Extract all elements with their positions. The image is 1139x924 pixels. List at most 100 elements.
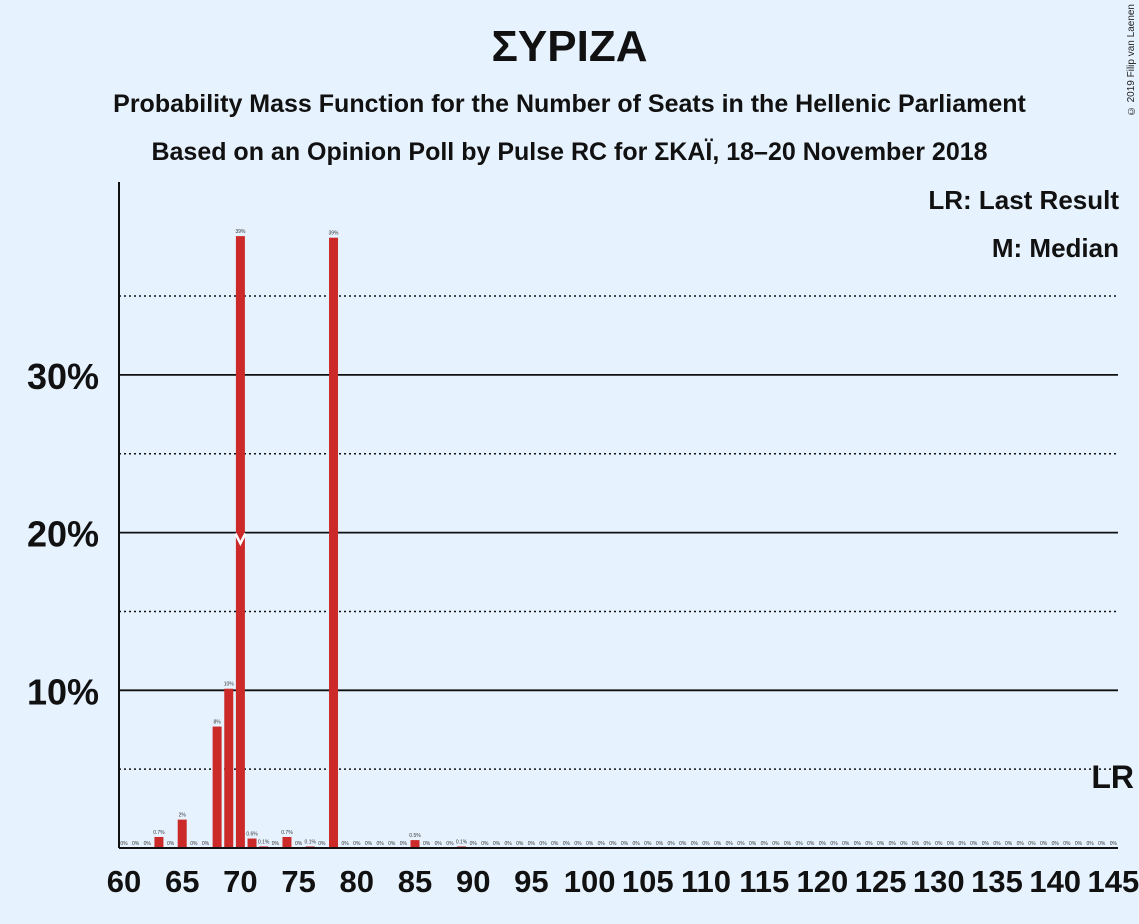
zero-data-label: 0% — [388, 841, 396, 847]
bar-data-label: 0.7% — [281, 830, 293, 836]
zero-data-label: 0% — [1052, 841, 1060, 847]
zero-data-label: 0% — [586, 841, 594, 847]
zero-data-label: 0% — [470, 841, 478, 847]
zero-data-label: 0% — [132, 841, 140, 847]
bar — [410, 840, 420, 848]
bar-data-label: 0.1% — [258, 839, 270, 845]
bar — [282, 836, 292, 848]
zero-data-label: 0% — [272, 841, 280, 847]
zero-data-label: 0% — [982, 841, 990, 847]
chart-title: ΣΥΡΙΖΑ — [491, 22, 648, 71]
zero-data-label: 0% — [1110, 841, 1118, 847]
x-tick-label: 120 — [797, 864, 849, 899]
zero-data-label: 0% — [679, 841, 687, 847]
zero-data-label: 0% — [667, 841, 675, 847]
zero-data-label: 0% — [1005, 841, 1013, 847]
x-tick-label: 105 — [622, 864, 674, 899]
zero-data-label: 0% — [481, 841, 489, 847]
zero-data-label: 0% — [970, 841, 978, 847]
zero-data-label: 0% — [900, 841, 908, 847]
zero-data-label: 0% — [633, 841, 641, 847]
zero-data-label: 0% — [1098, 841, 1106, 847]
zero-data-label: 0% — [807, 841, 815, 847]
x-tick-label: 70 — [223, 864, 257, 899]
x-tick-label: 130 — [913, 864, 965, 899]
zero-data-label: 0% — [190, 841, 198, 847]
zero-data-label: 0% — [376, 841, 384, 847]
y-tick-label: 30% — [27, 356, 99, 397]
zero-data-label: 0% — [563, 841, 571, 847]
bar — [212, 726, 222, 848]
zero-data-label: 0% — [598, 841, 606, 847]
zero-data-label: 0% — [505, 841, 513, 847]
x-tick-label: 100 — [564, 864, 616, 899]
zero-data-label: 0% — [1040, 841, 1048, 847]
x-tick-label: 75 — [281, 864, 315, 899]
zero-data-label: 0% — [295, 841, 303, 847]
zero-data-label: 0% — [516, 841, 524, 847]
bar — [329, 237, 339, 849]
zero-data-label: 0% — [947, 841, 955, 847]
bar — [154, 836, 164, 848]
zero-data-label: 0% — [1063, 841, 1071, 847]
zero-data-label: 0% — [889, 841, 897, 847]
bar — [224, 688, 234, 848]
x-tick-label: 115 — [739, 864, 789, 899]
zero-data-label: 0% — [609, 841, 617, 847]
zero-data-label: 0% — [1087, 841, 1095, 847]
zero-data-label: 0% — [784, 841, 792, 847]
chart-subtitle-1: Probability Mass Function for the Number… — [113, 90, 1026, 118]
zero-data-label: 0% — [924, 841, 932, 847]
zero-data-label: 0% — [318, 841, 326, 847]
zero-data-label: 0% — [353, 841, 361, 847]
x-tick-label: 60 — [107, 864, 141, 899]
chart-subtitle-2: Based on an Opinion Poll by Pulse RC for… — [151, 138, 988, 166]
zero-data-label: 0% — [726, 841, 734, 847]
legend-last-result: LR: Last Result — [928, 185, 1119, 215]
x-tick-label: 140 — [1029, 864, 1081, 899]
legend-median: M: Median — [991, 233, 1119, 263]
zero-data-label: 0% — [1017, 841, 1025, 847]
zero-data-label: 0% — [877, 841, 885, 847]
bar-data-label: 10% — [224, 682, 235, 688]
zero-data-label: 0% — [435, 841, 443, 847]
x-tick-label: 135 — [971, 864, 1023, 899]
bar-data-label: 0.6% — [246, 832, 258, 838]
zero-data-label: 0% — [714, 841, 722, 847]
zero-data-label: 0% — [842, 841, 850, 847]
zero-data-label: 0% — [493, 841, 501, 847]
zero-data-label: 0% — [993, 841, 1001, 847]
zero-data-label: 0% — [446, 841, 454, 847]
y-tick-label: 10% — [27, 671, 99, 712]
x-tick-label: 145 — [1088, 864, 1139, 899]
zero-data-label: 0% — [819, 841, 827, 847]
y-tick-label: 20% — [27, 514, 99, 555]
zero-data-label: 0% — [423, 841, 431, 847]
zero-data-label: 0% — [365, 841, 373, 847]
zero-data-label: 0% — [935, 841, 943, 847]
bar-data-label: 0.5% — [409, 833, 421, 839]
bar-data-label: 2% — [179, 813, 187, 819]
zero-data-label: 0% — [749, 841, 757, 847]
zero-data-label: 0% — [644, 841, 652, 847]
zero-data-label: 0% — [958, 841, 966, 847]
zero-data-label: 0% — [691, 841, 699, 847]
zero-data-label: 0% — [854, 841, 862, 847]
x-tick-label: 65 — [165, 864, 199, 899]
zero-data-label: 0% — [702, 841, 710, 847]
x-tick-label: 95 — [514, 864, 548, 899]
bar-data-label: 0.7% — [153, 830, 165, 836]
zero-data-label: 0% — [120, 841, 128, 847]
zero-data-label: 0% — [656, 841, 664, 847]
zero-data-label: 0% — [1075, 841, 1083, 847]
zero-data-label: 0% — [400, 841, 408, 847]
bar-data-label: 39% — [329, 231, 340, 237]
zero-data-label: 0% — [912, 841, 920, 847]
zero-data-label: 0% — [761, 841, 769, 847]
bar-data-label: 0.1% — [456, 839, 468, 845]
zero-data-label: 0% — [830, 841, 838, 847]
x-tick-label: 90 — [456, 864, 490, 899]
zero-data-label: 0% — [1028, 841, 1036, 847]
zero-data-label: 0% — [574, 841, 582, 847]
